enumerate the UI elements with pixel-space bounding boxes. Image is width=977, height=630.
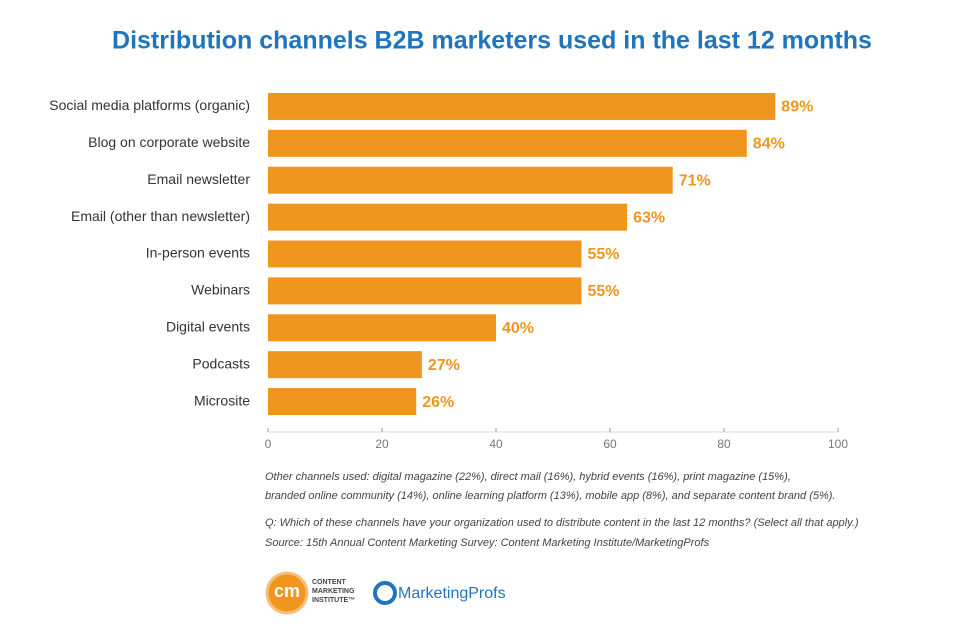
cmi-logo: cm CONTENT MARKETING INSTITUTE™ [265,571,355,615]
value-label: 63% [633,209,665,226]
cmi-mark: cm [274,581,300,601]
x-tick-label: 20 [375,437,389,451]
value-label: 84% [753,136,785,153]
x-tick-label: 0 [265,437,272,451]
category-label: Blog on corporate website [88,134,250,150]
bar [268,240,582,268]
bar [268,92,776,120]
bar [268,277,582,305]
x-tick-label: 40 [489,437,503,451]
category-label: In-person events [146,245,250,261]
chart-title: Distribution channels B2B marketers used… [112,27,872,55]
mp-name: MarketingProfs [398,585,506,602]
footnote: Other channels used: digital magazine (2… [265,471,791,483]
footnote: branded online community (14%), online l… [265,490,835,502]
bar [268,388,417,416]
value-label: 26% [422,394,454,411]
value-label: 40% [502,320,534,337]
footnote: Q: Which of these channels have your org… [265,517,859,529]
x-tick-label: 100 [828,437,848,451]
category-label: Webinars [191,282,250,298]
mp-logo: MarketingProfs [373,581,506,605]
category-label: Email newsletter [147,171,250,187]
cmi-name: MARKETING [312,588,355,595]
cmi-name: CONTENT [312,579,347,586]
category-label: Digital events [166,318,250,334]
footnote: Source: 15th Annual Content Marketing Su… [265,537,710,549]
bar [268,129,747,157]
category-label: Social media platforms (organic) [49,97,250,113]
bar [268,351,422,379]
bar [268,314,496,342]
value-label: 55% [588,283,620,300]
cmi-name: INSTITUTE™ [312,597,355,604]
mp-icon [373,581,397,605]
category-label: Email (other than newsletter) [71,208,250,224]
category-label: Microsite [194,392,250,408]
x-tick-label: 60 [603,437,617,451]
bar [268,203,628,231]
category-label: Podcasts [192,355,250,371]
cmi-badge [265,571,309,615]
value-label: 89% [781,99,813,116]
value-label: 55% [588,246,620,263]
bar [268,166,673,194]
value-label: 71% [679,172,711,189]
x-tick-label: 80 [717,437,731,451]
value-label: 27% [428,357,460,374]
